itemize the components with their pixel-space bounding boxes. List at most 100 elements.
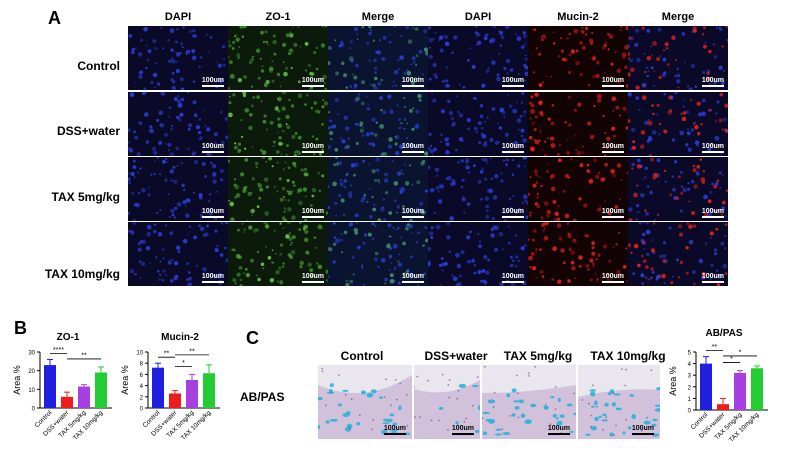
scale-bar: 100um	[547, 425, 570, 435]
chart-title: ZO-1	[57, 332, 80, 343]
scale-bar: 100um	[301, 143, 324, 153]
scale-bar: 100um	[501, 273, 524, 283]
c-column-header-dss: DSS+water	[424, 349, 488, 363]
ab-pas-image-control: 100um	[318, 365, 412, 439]
image-tax-10-merge-2: 100um	[628, 222, 728, 286]
significance-label: **	[189, 348, 195, 355]
image-dss-water-merge: 100um	[328, 92, 428, 156]
image-dss-water-dapi-2: 100um	[428, 92, 528, 156]
y-tick-label: 0	[32, 407, 36, 413]
bar-tax-10mg-kg	[203, 373, 215, 408]
image-dss-water-zo1: 100um	[228, 92, 328, 156]
scale-bar: 100um	[401, 208, 424, 218]
y-axis-label: Area %	[668, 366, 678, 396]
significance-label: **	[164, 351, 170, 358]
scale-bar: 100um	[451, 425, 474, 435]
panel-label-a: A	[48, 8, 61, 28]
y-tick-label: 1	[688, 397, 692, 403]
y-tick-label: 4	[688, 362, 692, 368]
chart-title: Mucin-2	[161, 332, 199, 343]
image-control-mucin2: 100um	[528, 26, 628, 90]
bar-control	[44, 365, 56, 408]
y-tick-label: 4	[140, 384, 144, 390]
y-tick-label: 0	[688, 409, 692, 415]
bar-control	[700, 363, 712, 410]
c-column-header-tax5: TAX 5mg/kg	[503, 349, 573, 363]
image-control-merge: 100um	[328, 26, 428, 90]
ab-pas-image-tax-5: 100um	[482, 365, 576, 439]
y-tick-label: 10	[28, 388, 35, 394]
image-control-dapi-2: 100um	[428, 26, 528, 90]
image-tax-5-zo1: 100um	[228, 157, 328, 221]
scale-bar: 100um	[201, 77, 224, 87]
scale-bar: 100um	[401, 143, 424, 153]
scale-bar: 100um	[601, 273, 624, 283]
y-tick-label: 2	[688, 385, 692, 391]
image-tax-5-merge: 100um	[328, 157, 428, 221]
bar-control	[152, 367, 164, 408]
y-tick-label: 0	[140, 407, 144, 413]
row-label-tax-10: TAX 10mg/kg	[44, 267, 120, 281]
scale-bar: 100um	[601, 208, 624, 218]
scale-bar: 100um	[201, 143, 224, 153]
scale-bar: 100um	[401, 273, 424, 283]
y-tick-label: 10	[136, 351, 143, 357]
image-control-zo1: 100um	[228, 26, 328, 90]
significance-label: **	[712, 344, 718, 351]
image-tax-5-dapi-2: 100um	[428, 157, 528, 221]
image-dss-water-merge-2: 100um	[628, 92, 728, 156]
column-header-merge: Merge	[361, 11, 395, 23]
column-header-dapi: DAPI	[164, 11, 192, 23]
image-dss-water-dapi: 100um	[128, 92, 228, 156]
ab-pas-image-tax-10: 100um	[578, 365, 660, 439]
column-header-zo1: ZO-1	[265, 11, 291, 23]
scale-bar: 100um	[701, 208, 724, 218]
scale-bar: 100um	[601, 77, 624, 87]
image-control-dapi: 100um	[128, 26, 228, 90]
y-tick-label: 2	[140, 395, 144, 401]
scale-bar: 100um	[501, 77, 524, 87]
y-tick-label: 5	[688, 351, 692, 357]
scale-bar: 100um	[301, 77, 324, 87]
image-dss-water-mucin2: 100um	[528, 92, 628, 156]
significance-label: *	[739, 349, 742, 356]
bar-tax-5mg-kg	[78, 386, 90, 408]
significance-label: ****	[53, 347, 64, 354]
scale-bar: 100um	[201, 273, 224, 283]
significance-label: *	[182, 360, 185, 367]
y-tick-label: 8	[140, 362, 144, 368]
y-tick-label: 6	[140, 373, 144, 379]
c-column-header-tax10: TAX 10mg/kg	[590, 349, 666, 363]
image-tax-10-dapi-2: 100um	[428, 222, 528, 286]
row-label-tax-5: TAX 5mg/kg	[51, 190, 120, 204]
chart-title: AB/PAS	[705, 328, 742, 339]
bar-dss-water	[61, 396, 73, 408]
row-label-dss-water: DSS+water	[56, 124, 120, 138]
significance-label: **	[81, 352, 87, 359]
bar-tax-10mg-kg	[751, 368, 763, 410]
scale-bar: 100um	[401, 77, 424, 87]
column-header-mucin2: Mucin-2	[557, 11, 599, 23]
scale-bar: 100um	[701, 273, 724, 283]
scale-bar: 100um	[701, 143, 724, 153]
row-label-control: Control	[77, 59, 120, 73]
panel-label-b: B	[14, 318, 27, 338]
image-tax-10-merge: 100um	[328, 222, 428, 286]
bar-tax-5mg-kg	[734, 372, 746, 410]
scale-bar: 100um	[701, 77, 724, 87]
bar-dss-water	[717, 404, 729, 410]
image-tax-5-mucin2: 100um	[528, 157, 628, 221]
c-row-label: AB/PAS	[240, 390, 285, 404]
scale-bar: 100um	[301, 208, 324, 218]
scale-bar: 100um	[501, 208, 524, 218]
y-axis-label: Area %	[120, 365, 130, 395]
significance-label: *	[730, 356, 733, 363]
scale-bar: 100um	[301, 273, 324, 283]
bar-tax-10mg-kg	[95, 372, 107, 408]
scale-bar: 100um	[631, 425, 654, 435]
image-control-merge-2: 100um	[628, 26, 728, 90]
y-tick-label: 30	[28, 351, 35, 357]
image-tax-10-mucin2: 100um	[528, 222, 628, 286]
